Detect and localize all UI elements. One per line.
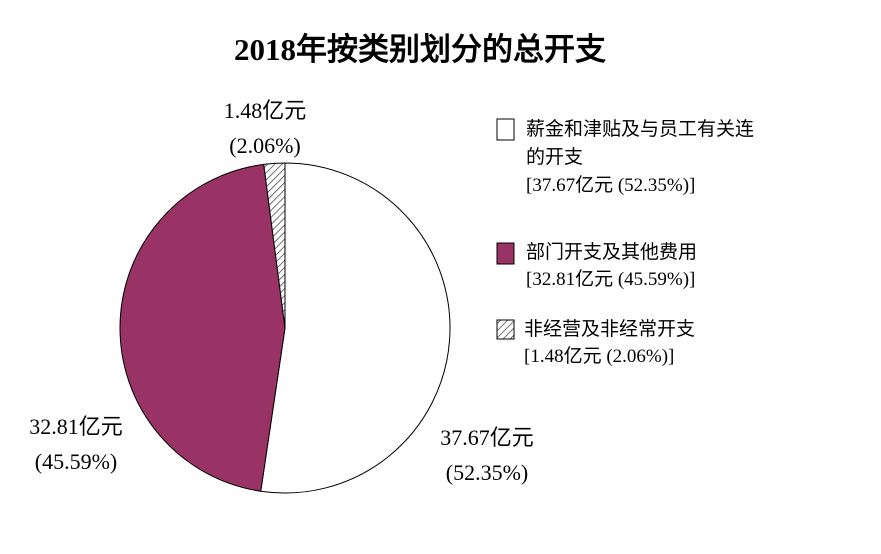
legend-value-0: [37.67亿元 (52.35%)] [526,174,695,196]
legend-label-2: 非经营及非经常开支 [524,318,695,340]
legend-swatch-1 [496,242,515,265]
pie-slice-0 [260,162,451,494]
legend-label-0-line2: 的开支 [526,146,583,168]
legend-value-1: [32.81亿元 (45.59%)] [526,268,695,290]
legend-value-2: [1.48亿元 (2.06%)] [524,345,674,367]
pie-slices [119,162,451,494]
legend: 薪金和津贴及与员工有关连 的开支 [37.67亿元 (52.35%)] 部门开支… [496,118,754,367]
slice-label-value-1: 32.81亿元 [29,414,123,439]
slice-label-value-0: 37.67亿元 [440,425,534,450]
chart-title: 2018年按类别划分的总开支 [234,32,606,67]
slice-label-percent-0: (52.35%) [446,460,528,485]
legend-swatch-2 [496,319,515,340]
pie-slice-2 [263,162,286,329]
slice-label-percent-1: (45.59%) [35,449,117,474]
legend-label-1: 部门开支及其他费用 [526,241,697,263]
pie-slice-1 [119,163,286,492]
legend-label-0-line1: 薪金和津贴及与员工有关连 [526,118,754,140]
slice-label-value-2: 1.48亿元 [224,98,307,123]
legend-swatch-0 [496,118,515,141]
slice-label-percent-2: (2.06%) [229,133,300,158]
